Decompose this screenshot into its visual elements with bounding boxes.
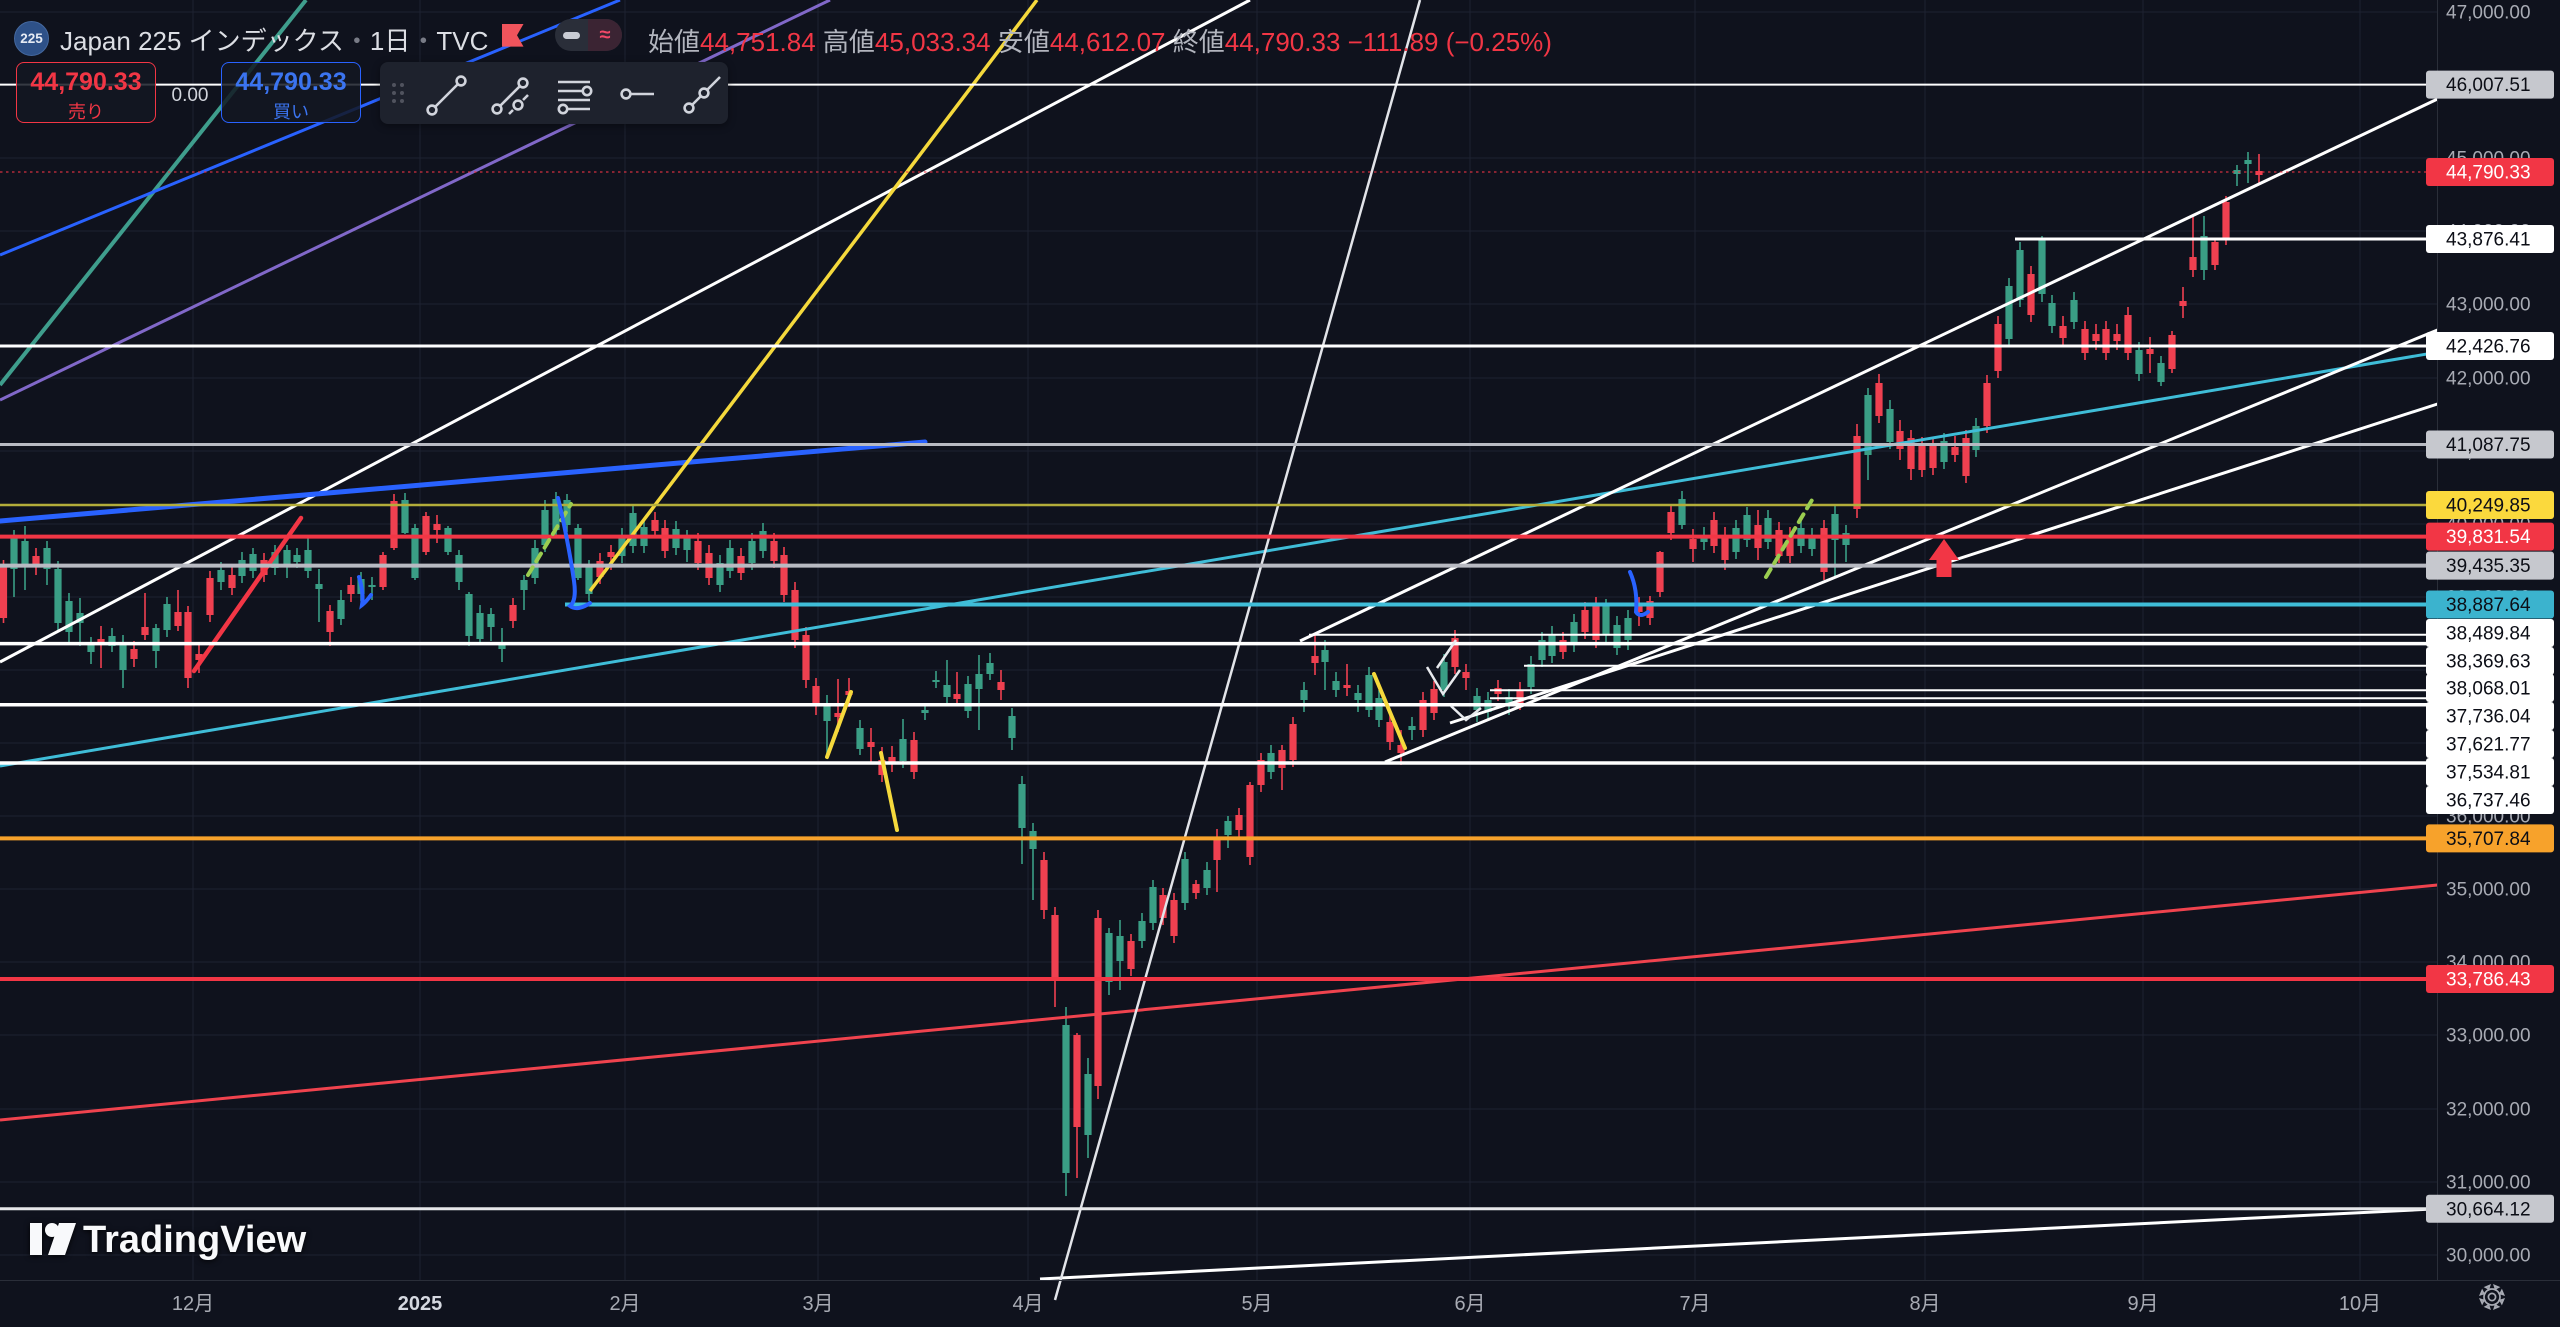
svg-text:42,000.00: 42,000.00 [2446, 369, 2531, 390]
svg-text:30,000.00: 30,000.00 [2446, 1246, 2531, 1267]
svg-text:33,786.43: 33,786.43 [2446, 970, 2531, 991]
svg-text:42,426.76: 42,426.76 [2446, 337, 2531, 358]
svg-text:6月: 6月 [1454, 1293, 1485, 1315]
svg-text:43,000.00: 43,000.00 [2446, 295, 2531, 316]
svg-text:35,707.84: 35,707.84 [2446, 829, 2531, 850]
svg-text:33,000.00: 33,000.00 [2446, 1026, 2531, 1047]
svg-text:41,087.75: 41,087.75 [2446, 435, 2531, 456]
svg-text:36,737.46: 36,737.46 [2446, 791, 2531, 812]
svg-text:9月: 9月 [2127, 1293, 2158, 1315]
svg-text:40,249.85: 40,249.85 [2446, 496, 2531, 517]
svg-text:3月: 3月 [802, 1293, 833, 1315]
svg-text:39,831.54: 39,831.54 [2446, 527, 2531, 548]
svg-text:35,000.00: 35,000.00 [2446, 880, 2531, 901]
svg-text:2025: 2025 [398, 1293, 443, 1315]
svg-text:46,007.51: 46,007.51 [2446, 75, 2531, 96]
svg-text:30,664.12: 30,664.12 [2446, 1199, 2531, 1220]
svg-text:TradingView: TradingView [83, 1219, 307, 1261]
svg-text:37,736.04: 37,736.04 [2446, 707, 2531, 728]
svg-text:44,790.33: 44,790.33 [2446, 163, 2531, 184]
svg-text:8月: 8月 [1909, 1293, 1940, 1315]
svg-text:7月: 7月 [1679, 1293, 1710, 1315]
svg-text:47,000.00: 47,000.00 [2446, 3, 2531, 24]
svg-text:38,369.63: 38,369.63 [2446, 652, 2531, 673]
svg-text:39,435.35: 39,435.35 [2446, 556, 2531, 577]
svg-text:4月: 4月 [1012, 1293, 1043, 1315]
svg-text:43,876.41: 43,876.41 [2446, 230, 2531, 251]
svg-text:38,887.64: 38,887.64 [2446, 595, 2531, 616]
svg-text:12月: 12月 [172, 1293, 214, 1315]
svg-text:37,534.81: 37,534.81 [2446, 763, 2531, 784]
svg-text:37,621.77: 37,621.77 [2446, 735, 2531, 756]
svg-text:2月: 2月 [609, 1293, 640, 1315]
svg-text:32,000.00: 32,000.00 [2446, 1100, 2531, 1121]
svg-text:38,068.01: 38,068.01 [2446, 679, 2531, 700]
svg-text:5月: 5月 [1241, 1293, 1272, 1315]
svg-text:38,489.84: 38,489.84 [2446, 624, 2531, 645]
svg-text:31,000.00: 31,000.00 [2446, 1173, 2531, 1194]
svg-text:10月: 10月 [2339, 1293, 2381, 1315]
